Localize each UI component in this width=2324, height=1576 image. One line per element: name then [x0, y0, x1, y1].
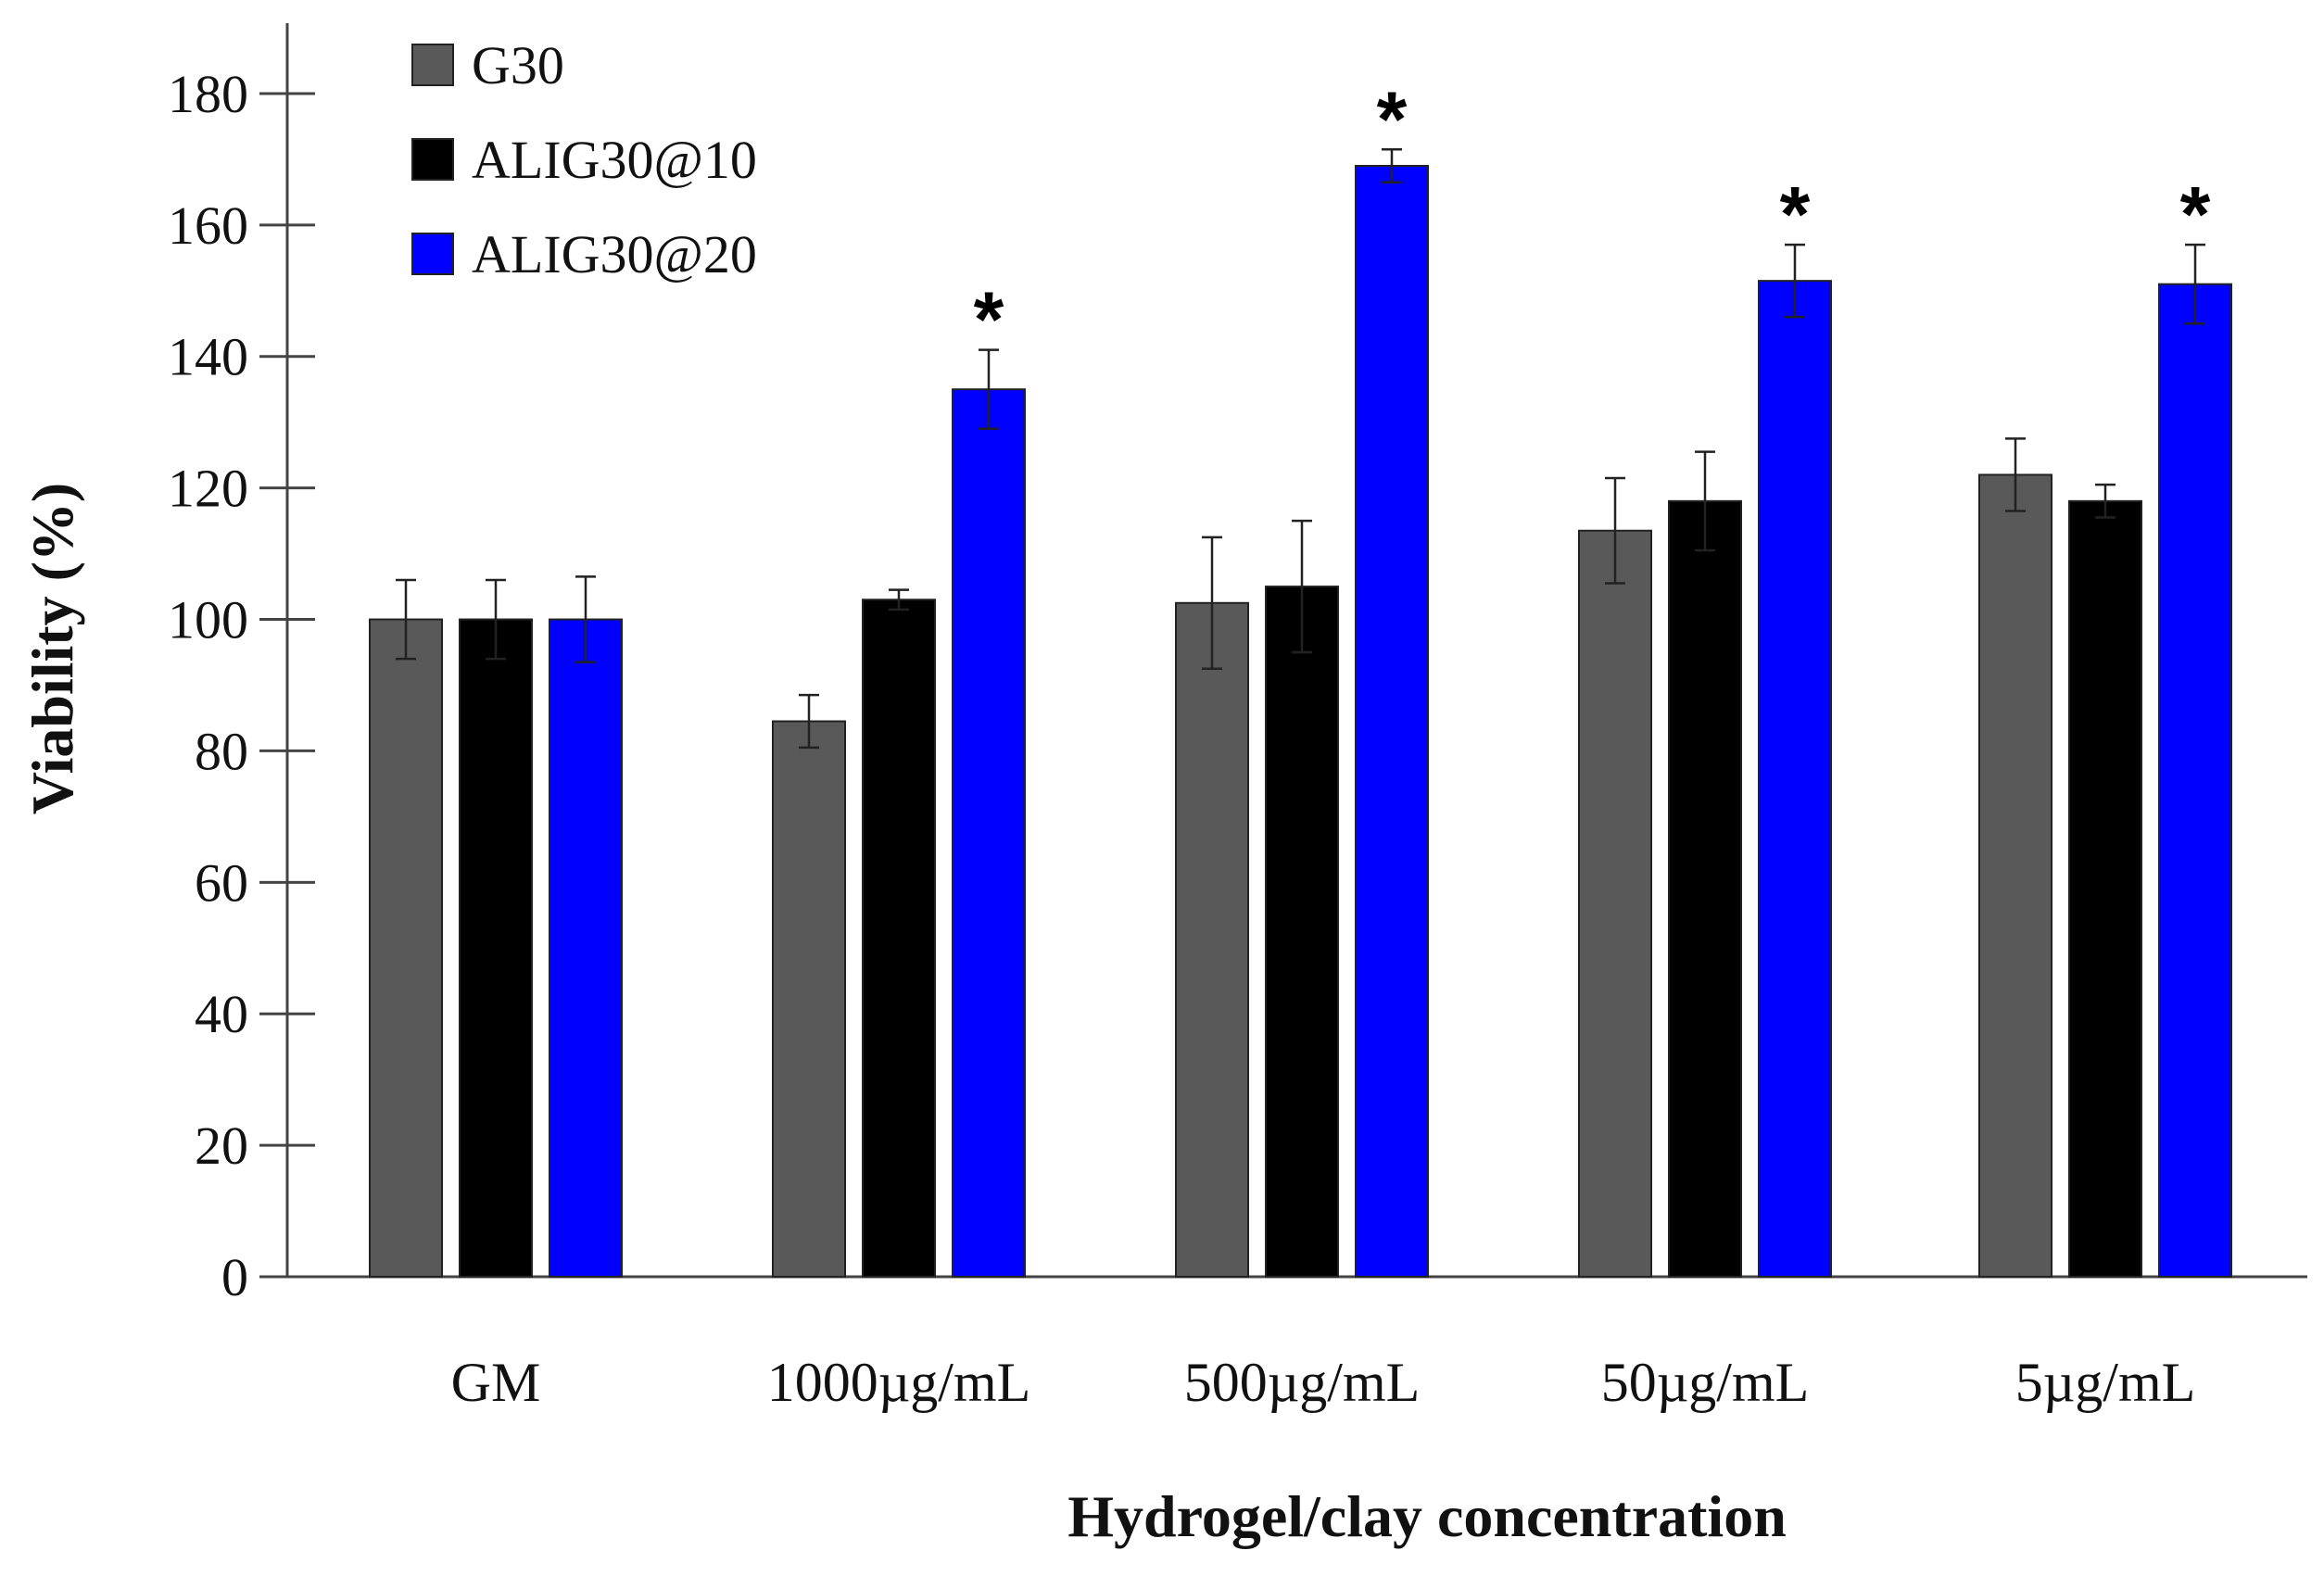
y-tick-label: 180: [168, 64, 248, 124]
x-category-label: 1000µg/mL: [767, 1352, 1031, 1413]
y-tick-label: 60: [195, 852, 248, 913]
x-category-label: 50µg/mL: [1601, 1352, 1810, 1413]
significance-asterisk: *: [1780, 170, 1811, 258]
x-category-label: GM: [451, 1352, 541, 1413]
bar-alig30-20-0: [549, 618, 623, 1278]
bar-g30-0: [369, 618, 443, 1278]
bar-g30-4: [1978, 473, 2052, 1278]
legend-swatch: [411, 233, 454, 275]
legend-label: ALIG30@10: [472, 130, 757, 190]
bar-alig30-20-1: [952, 388, 1026, 1279]
bar-g30-1: [772, 720, 846, 1278]
significance-asterisk: *: [974, 276, 1004, 363]
x-axis-title: Hydrogel/clay concentration: [1067, 1483, 1787, 1549]
y-axis-title: Viability (%): [19, 483, 85, 815]
bar-g30-2: [1175, 601, 1249, 1278]
y-tick-label: 0: [221, 1247, 248, 1307]
x-category-label: 5µg/mL: [2015, 1352, 2196, 1413]
significance-asterisk: *: [1377, 75, 1408, 162]
y-tick-label: 140: [168, 327, 248, 387]
bar-alig30-20-4: [2158, 283, 2232, 1279]
bar-alig30-20-3: [1758, 280, 1832, 1279]
bar-alig30-10-1: [862, 599, 936, 1278]
significance-asterisk: *: [2180, 170, 2211, 258]
bar-alig30-10-3: [1668, 499, 1742, 1278]
bar-alig30-20-2: [1355, 164, 1429, 1278]
y-tick-label: 120: [168, 459, 248, 519]
bar-g30-3: [1578, 529, 1652, 1278]
bar-alig30-10-0: [459, 618, 533, 1278]
y-tick-label: 40: [195, 984, 248, 1044]
y-tick-label: 20: [195, 1116, 248, 1176]
legend-swatch: [411, 44, 454, 86]
bar-alig30-10-2: [1265, 586, 1339, 1278]
y-tick-label: 100: [168, 590, 248, 650]
legend-swatch: [411, 138, 454, 181]
y-tick-label: 160: [168, 195, 248, 256]
x-category-label: 500µg/mL: [1184, 1352, 1421, 1413]
bar-alig30-10-4: [2068, 499, 2142, 1278]
legend-label: G30: [472, 35, 564, 95]
legend-label: ALIG30@20: [472, 224, 757, 284]
y-tick-label: 80: [195, 721, 248, 781]
